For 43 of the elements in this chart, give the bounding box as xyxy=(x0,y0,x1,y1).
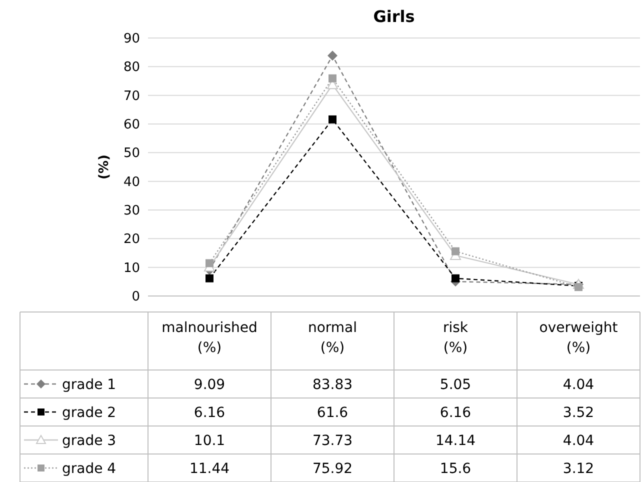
legend-label: grade 1 xyxy=(62,376,116,393)
data-label: 6.16 xyxy=(194,404,226,421)
point xyxy=(328,74,336,82)
point xyxy=(328,115,336,124)
data-label: 14.14 xyxy=(435,432,476,449)
y-tick-label: 60 xyxy=(123,118,140,133)
point xyxy=(328,50,338,61)
legend-label: grade 2 xyxy=(62,404,116,421)
chart-title: Girls xyxy=(373,7,415,26)
y-tick-label: 0 xyxy=(132,290,140,305)
x-tick-label: overweight (%) xyxy=(539,320,618,356)
y-tick-label: 50 xyxy=(123,146,140,162)
data-label: 73.73 xyxy=(312,432,353,449)
point xyxy=(206,274,214,282)
point xyxy=(206,259,214,268)
legend-label: grade 3 xyxy=(62,432,116,449)
y-tick-label: 20 xyxy=(123,232,140,248)
y-tick-label: 90 xyxy=(123,32,140,47)
data-label: 75.92 xyxy=(312,460,353,477)
data-label: 10.1 xyxy=(194,432,226,449)
x-tick-label: risk (%) xyxy=(442,320,469,356)
data-label: 5.05 xyxy=(440,376,472,393)
data-label: 9.09 xyxy=(194,376,226,393)
data-label: 4.04 xyxy=(562,432,594,449)
y-tick-label: 10 xyxy=(123,260,140,276)
point xyxy=(452,274,460,282)
data-label: 83.83 xyxy=(312,376,353,393)
data-label: 6.16 xyxy=(440,404,472,421)
data-label: 11.44 xyxy=(189,460,230,477)
data-label: 3.52 xyxy=(562,404,594,421)
y-tick-label: 40 xyxy=(123,174,140,190)
point xyxy=(452,247,460,256)
data-label: 15.6 xyxy=(440,460,472,477)
y-tick-label: 30 xyxy=(123,204,140,219)
data-label: 4.04 xyxy=(562,376,594,393)
y-tick-label: 80 xyxy=(123,60,140,76)
legend-label: grade 4 xyxy=(62,460,116,477)
data-label: 3.12 xyxy=(562,460,594,477)
x-tick-label: normal (%) xyxy=(308,320,358,356)
y-axis-title: (%) xyxy=(97,154,112,180)
x-tick-label: malnourished (%) xyxy=(162,320,258,356)
data-label: 61.6 xyxy=(316,404,348,421)
y-tick-label: 70 xyxy=(123,88,140,104)
